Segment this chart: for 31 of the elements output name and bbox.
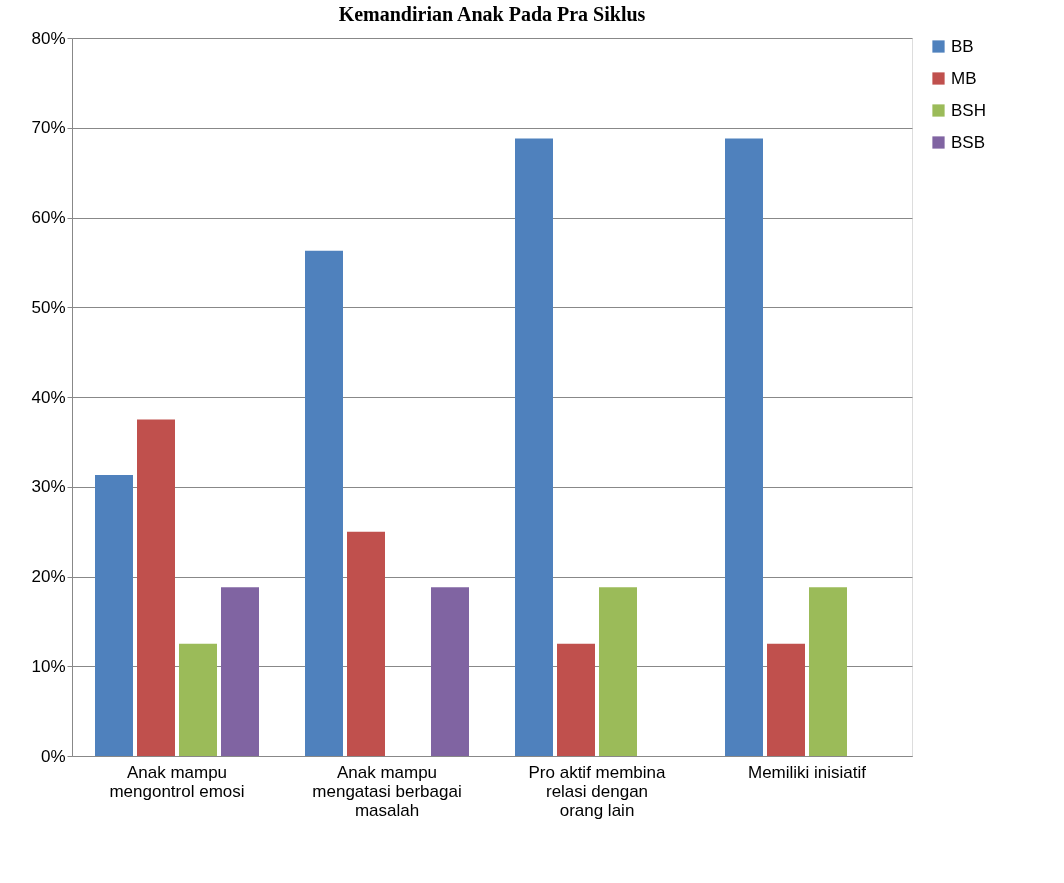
chart-title: Kemandirian Anak Pada Pra Siklus [338, 3, 646, 25]
bar [305, 250, 343, 756]
legend-label: MB [951, 68, 977, 88]
y-tick-label: 40% [31, 387, 66, 407]
y-tick-label: 60% [31, 208, 66, 227]
legend-label: BB [951, 36, 974, 56]
bar [599, 587, 637, 756]
x-tick-label: Anak mampu mengatasi berbagai masalah [312, 762, 462, 820]
legend-label: BSH [951, 100, 986, 120]
bar [347, 531, 385, 756]
y-tick-label: 50% [31, 297, 66, 317]
bar [557, 643, 595, 756]
bar [431, 587, 469, 756]
bar [725, 138, 763, 756]
bar [809, 587, 847, 756]
bar [221, 587, 259, 756]
y-tick-label: 10% [31, 656, 66, 676]
bar [95, 475, 133, 756]
legend-label: BSB [951, 132, 986, 152]
y-tick-label: 30% [31, 477, 66, 497]
y-tick-label: 70% [31, 118, 66, 138]
bar [137, 419, 175, 756]
y-tick-label: 80% [31, 28, 66, 48]
x-tick-label: Anak mampu mengontrol emosi [109, 762, 245, 801]
y-tick-label: 20% [31, 567, 66, 586]
bar [179, 643, 217, 756]
x-tick-label: Pro aktif membina relasi dengan orang lain [528, 762, 667, 820]
bar [515, 138, 553, 756]
x-tick-label: Memiliki inisiatif [747, 762, 867, 782]
bar [767, 643, 805, 756]
y-tick-label: 0% [40, 746, 66, 766]
